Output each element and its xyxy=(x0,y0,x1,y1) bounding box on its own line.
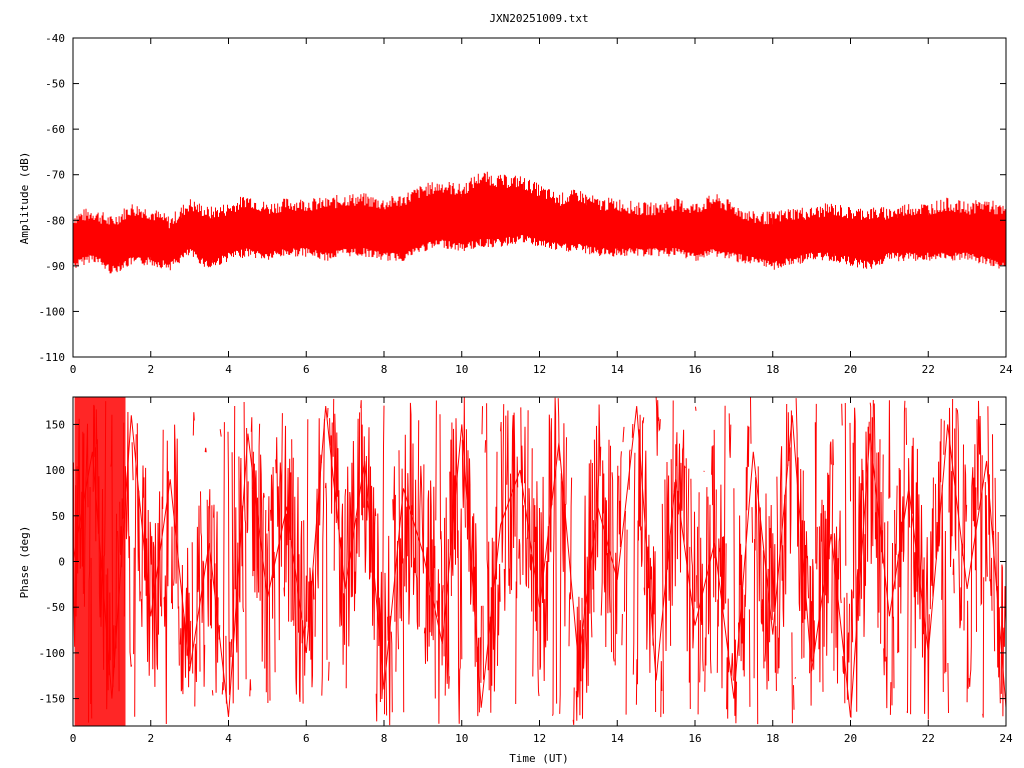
phase-x-tick-label: 6 xyxy=(303,732,310,745)
phase-x-tick-label: 12 xyxy=(533,732,546,745)
amplitude-y-tick-label: -50 xyxy=(45,78,65,91)
phase-y-tick-label: 100 xyxy=(45,464,65,477)
amplitude-ticks: 0 2 4 6 8 10 12 14 16 18 20 22 24-40-50-60-70-80-90-… xyxy=(39,32,1013,376)
phase-panel: 0 2 4 6 8 10 12 14 16 18 20 22 24150100500-50-100-15… xyxy=(18,396,1013,765)
phase-y-tick-label: -150 xyxy=(39,693,66,706)
amplitude-y-tick-label: -60 xyxy=(45,123,65,136)
phase-x-tick-label: 4 xyxy=(225,732,232,745)
phase-y-axis-label: Phase (deg) xyxy=(18,526,31,599)
phase-trace xyxy=(73,397,1006,726)
amplitude-line xyxy=(72,215,1007,249)
phase-line xyxy=(73,397,1006,726)
amplitude-x-tick-label: 6 xyxy=(303,363,310,376)
amplitude-x-tick-label: 0 xyxy=(70,363,77,376)
amplitude-x-tick-label: 2 xyxy=(147,363,154,376)
phase-y-tick-label: 50 xyxy=(52,510,65,523)
phase-series xyxy=(73,397,1006,726)
phase-x-tick-label: 0 xyxy=(70,732,77,745)
amplitude-y-tick-label: -40 xyxy=(45,32,65,45)
amplitude-x-tick-label: 12 xyxy=(533,363,546,376)
amplitude-y-axis-label: Amplitude (dB) xyxy=(18,152,31,245)
phase-x-tick-label: 20 xyxy=(844,732,857,745)
amplitude-x-tick-label: 20 xyxy=(844,363,857,376)
phase-y-tick-label: -100 xyxy=(39,647,66,660)
amplitude-y-tick-label: -70 xyxy=(45,169,65,182)
phase-x-tick-label: 8 xyxy=(381,732,388,745)
amplitude-x-tick-label: 14 xyxy=(611,363,625,376)
phase-x-tick-label: 14 xyxy=(611,732,625,745)
phase-dense-segment xyxy=(74,397,126,726)
phase-samples xyxy=(73,406,1006,717)
phase-y-tick-label: -50 xyxy=(45,601,65,614)
phase-x-tick-label: 22 xyxy=(922,732,935,745)
amplitude-x-tick-label: 16 xyxy=(688,363,701,376)
phase-x-tick-label: 2 xyxy=(147,732,154,745)
amplitude-series xyxy=(72,171,1007,274)
phase-x-tick-label: 16 xyxy=(688,732,701,745)
chart-title: JXN20251009.txt xyxy=(489,12,588,25)
phase-x-tick-label: 18 xyxy=(766,732,779,745)
time-x-axis-label: Time (UT) xyxy=(509,752,569,765)
amplitude-y-tick-label: -80 xyxy=(45,214,65,227)
amplitude-x-tick-label: 22 xyxy=(922,363,935,376)
amplitude-y-tick-label: -100 xyxy=(39,305,66,318)
amplitude-x-tick-label: 4 xyxy=(225,363,232,376)
amplitude-y-tick-label: -110 xyxy=(39,351,66,364)
phase-y-tick-label: 150 xyxy=(45,418,65,431)
amplitude-y-tick-label: -90 xyxy=(45,260,65,273)
phase-x-tick-label: 10 xyxy=(455,732,468,745)
phase-ticks: 0 2 4 6 8 10 12 14 16 18 20 22 24150100500-50-100-15… xyxy=(39,397,1013,745)
amplitude-x-tick-label: 18 xyxy=(766,363,779,376)
phase-x-tick-label: 24 xyxy=(999,732,1013,745)
phase-y-tick-label: 0 xyxy=(58,556,65,569)
amplitude-panel: 0 2 4 6 8 10 12 14 16 18 20 22 24-40-50-60-70-80-90-… xyxy=(18,32,1013,376)
amplitude-x-tick-label: 10 xyxy=(455,363,468,376)
amplitude-x-tick-label: 8 xyxy=(381,363,388,376)
amplitude-x-tick-label: 24 xyxy=(999,363,1013,376)
